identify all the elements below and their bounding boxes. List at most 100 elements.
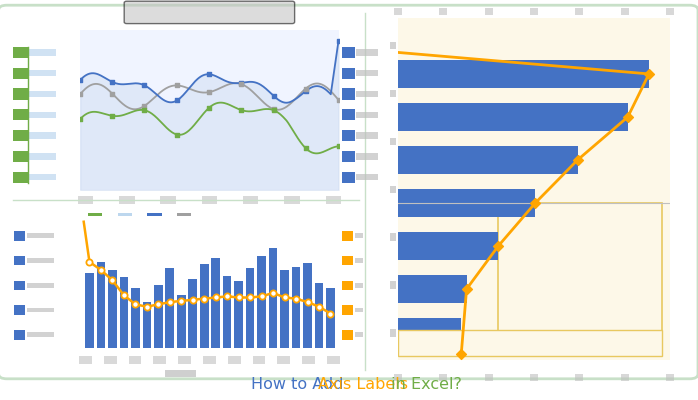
Bar (142, 302, 151, 348)
Bar (325, 196, 341, 204)
Point (572, 157, 583, 163)
Point (325, 310, 336, 317)
Point (300, 88, 311, 94)
Bar (118, 213, 132, 222)
Point (233, 294, 244, 301)
Bar (228, 356, 241, 364)
Bar (389, 329, 396, 337)
Bar (398, 232, 498, 260)
Bar (163, 216, 176, 220)
Point (300, 145, 311, 152)
Point (176, 298, 187, 304)
Point (530, 200, 541, 206)
Point (268, 107, 279, 114)
Point (75, 77, 86, 83)
Point (235, 80, 246, 86)
Bar (96, 262, 105, 348)
Bar (154, 356, 166, 364)
Bar (292, 266, 300, 348)
Bar (666, 8, 674, 14)
Point (172, 97, 183, 104)
Bar (575, 8, 584, 14)
Bar (119, 277, 128, 348)
Point (130, 301, 141, 308)
Bar (223, 276, 232, 348)
Bar (147, 213, 162, 222)
Point (267, 290, 279, 296)
Bar (200, 264, 209, 348)
Bar (439, 8, 447, 14)
Bar (389, 234, 396, 241)
Bar (621, 8, 629, 14)
Point (107, 79, 118, 85)
Bar (530, 374, 538, 380)
Point (139, 82, 150, 88)
Point (644, 71, 655, 77)
Point (187, 296, 198, 303)
Text: How to Add: How to Add (251, 377, 348, 392)
Bar (389, 186, 396, 193)
Point (268, 93, 279, 99)
Bar (269, 248, 277, 348)
Bar (178, 356, 191, 364)
Point (75, 116, 86, 122)
Bar (398, 189, 535, 217)
Bar (88, 213, 102, 222)
Point (164, 299, 175, 305)
Bar (253, 356, 265, 364)
Point (139, 103, 150, 109)
Point (203, 71, 214, 78)
Point (461, 286, 472, 292)
Point (153, 301, 164, 308)
Point (313, 304, 325, 310)
Bar (188, 279, 197, 348)
Text: in Excel?: in Excel? (386, 377, 462, 392)
Bar (394, 374, 402, 380)
Bar (119, 196, 135, 204)
Bar (77, 196, 94, 204)
Point (210, 294, 221, 301)
Bar (177, 295, 186, 348)
Point (139, 107, 150, 113)
Bar (177, 213, 191, 222)
Bar (621, 374, 629, 380)
Bar (398, 318, 461, 346)
Point (256, 293, 267, 300)
Bar (202, 196, 217, 204)
Point (333, 143, 344, 150)
Bar (235, 282, 243, 348)
Point (244, 294, 255, 301)
Bar (439, 374, 447, 380)
Bar (389, 281, 396, 289)
Point (333, 97, 344, 103)
Bar (398, 330, 662, 356)
Point (203, 105, 214, 111)
Point (96, 267, 107, 273)
Bar (398, 146, 577, 174)
Text: Axis Labels: Axis Labels (318, 377, 408, 392)
Bar (133, 216, 146, 220)
Bar (103, 216, 117, 220)
Point (107, 113, 118, 119)
Bar (165, 370, 197, 377)
Point (622, 114, 633, 120)
Bar (211, 258, 220, 348)
Point (493, 243, 504, 249)
Bar (326, 288, 335, 348)
Bar (161, 196, 176, 204)
Bar (108, 270, 117, 348)
Bar (203, 356, 216, 364)
Bar (398, 60, 649, 88)
Bar (498, 203, 662, 354)
Bar (394, 8, 402, 14)
Bar (104, 356, 117, 364)
Point (333, 38, 344, 44)
Bar (327, 356, 340, 364)
Bar (79, 356, 92, 364)
Bar (154, 285, 163, 348)
Point (221, 293, 232, 300)
Point (235, 107, 246, 113)
Point (456, 350, 467, 357)
Bar (398, 103, 628, 131)
Bar (303, 263, 312, 348)
